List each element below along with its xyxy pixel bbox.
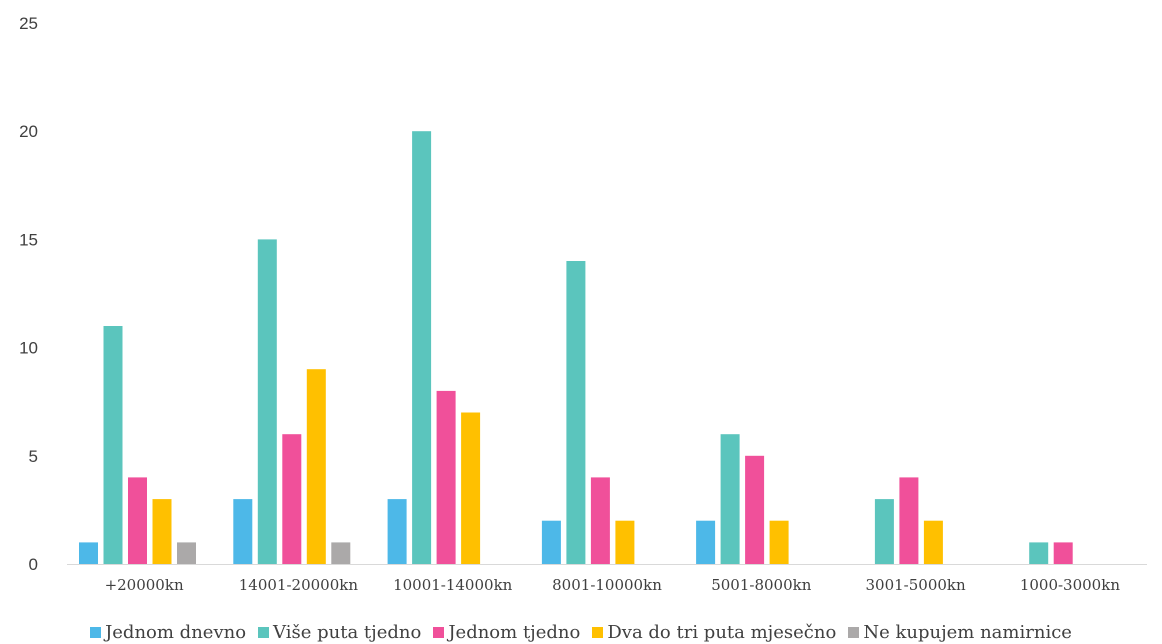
bar [899,477,919,564]
x-tick-label: 14001-20000kn [239,576,359,594]
x-tick-label: 1000-3000kn [1020,576,1121,594]
legend-label: Ne kupujem namirnice [863,621,1072,643]
legend-swatch [433,626,445,638]
bar [282,434,302,564]
bar [79,542,98,564]
y-tick-label: 20 [19,122,38,141]
x-tick-label: +20000kn [105,576,184,594]
bar [1029,542,1049,564]
bar [923,520,943,564]
bar [769,520,789,564]
legend-label: Jednom dnevno [105,621,247,643]
x-tick-label: 3001-5000kn [866,576,967,594]
bar [615,520,635,564]
bar [874,499,894,564]
x-tick-label: 8001-10000kn [552,576,662,594]
bar [331,542,351,564]
legend-label: Jednom tjedno [448,621,581,643]
bar [541,520,561,564]
bar [306,369,326,564]
bar [696,520,716,564]
bar [233,499,253,564]
y-tick-label: 15 [19,230,38,249]
legend-label: Dva do tri puta mjesečno [607,621,837,643]
legend-item: Dva do tri puta mjesečno [592,622,836,643]
y-tick-label: 25 [19,14,38,33]
bar [590,477,610,564]
bars [79,131,1073,564]
legend: Jednom dnevno Više puta tjedno Jednom tjed… [0,620,1162,644]
bar [103,326,123,564]
y-tick-label: 10 [19,339,38,358]
bar [720,434,740,564]
legend-item: Jednom dnevno [90,622,246,643]
legend-label: Više puta tjedno [273,621,422,643]
legend-swatch [592,626,604,638]
x-tick-label: 10001-14000kn [393,576,513,594]
legend-swatch [258,626,270,638]
bar [412,131,432,564]
x-axis-ticks: +20000kn 14001-20000kn 10001-14000kn 8001-1… [105,576,1121,594]
y-tick-label: 5 [29,447,38,466]
bar [461,412,481,564]
bar [152,499,172,564]
bar [128,477,147,564]
legend-item: Više puta tjedno [258,622,421,643]
y-axis-ticks: 0 5 10 15 20 25 [19,14,38,574]
bar [436,390,456,564]
bar [177,542,196,564]
legend-swatch [90,626,102,638]
bar [1053,542,1073,564]
x-tick-label: 5001-8000kn [711,576,812,594]
legend-item: Jednom tjedno [433,622,580,643]
bar [745,455,765,564]
legend-item: Ne kupujem namirnice [848,622,1072,643]
y-tick-label: 0 [29,555,38,574]
legend-swatch [848,626,860,638]
bar [257,239,277,564]
bar [387,499,407,564]
bar [566,261,586,564]
